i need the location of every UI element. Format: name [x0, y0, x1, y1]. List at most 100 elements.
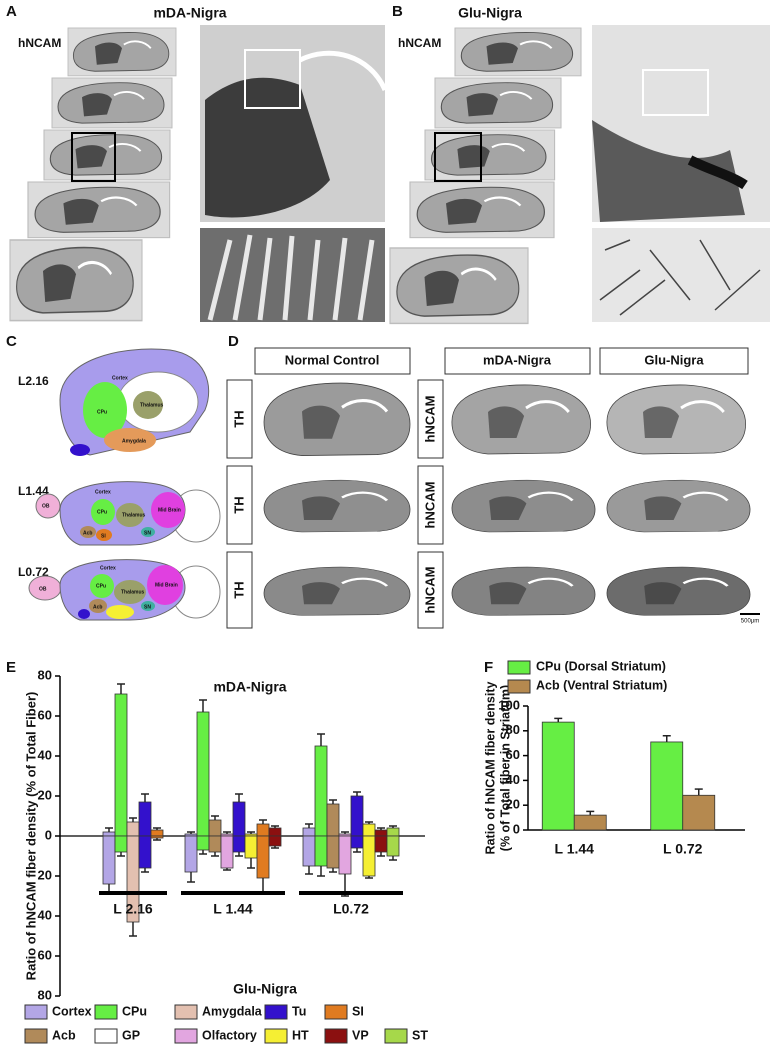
panel-label: C — [6, 333, 17, 350]
section-image — [67, 27, 177, 77]
region-label: Thalamus — [122, 512, 146, 518]
region-label: CPu — [96, 583, 106, 589]
atlas-region — [83, 382, 127, 438]
x-tick-label: L 2.16 — [113, 901, 153, 917]
atlas-region — [116, 503, 144, 527]
legend-swatch — [264, 1004, 288, 1020]
row-label-box — [226, 379, 253, 459]
panel-label: D — [228, 333, 239, 350]
legend-swatch — [324, 1004, 348, 1020]
legend-label: Olfactory — [202, 1028, 257, 1042]
region-label: Acb — [93, 604, 102, 610]
roi-box — [434, 132, 482, 182]
panel-title: mDA-Nigra — [153, 5, 226, 21]
y-tick-label: 80 — [506, 722, 520, 737]
y-tick-label: 60 — [38, 707, 52, 722]
atlas-region — [114, 580, 146, 604]
bar — [196, 711, 210, 837]
region-label: SI — [101, 533, 106, 539]
atlas-region — [106, 605, 134, 619]
y-tick-label: 40 — [38, 747, 52, 762]
series-group-label: Glu-Nigra — [233, 981, 297, 997]
atlas-region — [133, 391, 163, 419]
bar — [314, 835, 328, 867]
atlas-region — [78, 609, 90, 619]
row-label-box — [417, 379, 444, 459]
bar — [138, 801, 152, 837]
row-label: hNCAM — [422, 396, 437, 443]
legend-swatch — [24, 1028, 48, 1044]
bar — [102, 831, 116, 837]
region-label: Cortex — [112, 375, 128, 381]
section-image — [51, 77, 173, 129]
legend-label: CPu (Dorsal Striatum) — [536, 659, 666, 673]
region-label: SN — [144, 530, 151, 536]
bar — [541, 721, 575, 831]
stain-label: hNCAM — [398, 36, 441, 50]
row-label: TH — [231, 496, 246, 513]
roi-box — [71, 132, 116, 182]
series-group-label: mDA-Nigra — [213, 679, 286, 695]
section-image — [262, 381, 412, 458]
roi-box — [642, 69, 709, 116]
region-label: CPu — [97, 509, 107, 515]
region-label: OB — [39, 586, 47, 592]
bar — [350, 795, 364, 837]
legend-label: Amygdala — [202, 1004, 263, 1018]
row-label: hNCAM — [422, 567, 437, 614]
y-tick-label: 100 — [498, 697, 520, 712]
bar — [208, 819, 222, 837]
micrograph — [205, 77, 330, 218]
legend-label: Acb — [52, 1028, 76, 1042]
atlas-region — [89, 599, 107, 613]
legend-swatch — [174, 1004, 198, 1020]
micrograph-zoom — [592, 228, 770, 322]
bar — [256, 823, 270, 837]
row-label: TH — [231, 410, 246, 427]
column-header: Glu-Nigra — [644, 352, 704, 367]
section-image — [605, 565, 752, 617]
atlas-region — [91, 499, 115, 525]
legend-swatch — [94, 1028, 118, 1044]
atlas-region — [70, 444, 90, 456]
bar — [362, 835, 376, 877]
bar — [362, 823, 376, 837]
legend-swatch — [507, 679, 531, 694]
x-tick-label: L 1.44 — [555, 841, 595, 857]
legend-label: VP — [352, 1028, 369, 1042]
atlas-region — [141, 601, 155, 611]
column-header-box — [254, 347, 411, 375]
row-label: hNCAM — [422, 482, 437, 529]
bar — [184, 835, 198, 873]
y-tick-label: 40 — [38, 907, 52, 922]
micrograph — [687, 155, 748, 190]
legend-label: Cortex — [52, 1004, 92, 1018]
legend-swatch — [174, 1028, 198, 1044]
axis-title: (% of Total fiber in Striatum) — [498, 685, 512, 851]
region-label: Cortex — [100, 565, 116, 571]
row-label: TH — [231, 581, 246, 598]
section-image — [450, 383, 593, 456]
section-image — [408, 180, 556, 239]
bar — [650, 741, 684, 831]
x-tick-label: L 0.72 — [663, 841, 703, 857]
atlas-region — [151, 492, 185, 528]
legend-swatch — [94, 1004, 118, 1020]
region-label: Mid Brain — [158, 507, 181, 513]
bar — [232, 801, 246, 837]
section-image — [262, 565, 412, 617]
bar — [386, 827, 400, 837]
atlas-region — [141, 527, 155, 537]
section-image — [423, 128, 556, 181]
bar — [114, 693, 128, 837]
bar — [232, 835, 246, 853]
column-header: mDA-Nigra — [483, 352, 552, 367]
bar — [138, 835, 152, 869]
region-label: Thalamus — [121, 589, 145, 595]
section-image — [433, 76, 563, 129]
section-image — [450, 565, 597, 617]
row-label-box — [417, 465, 444, 545]
bar — [682, 794, 716, 831]
bar — [256, 835, 270, 879]
